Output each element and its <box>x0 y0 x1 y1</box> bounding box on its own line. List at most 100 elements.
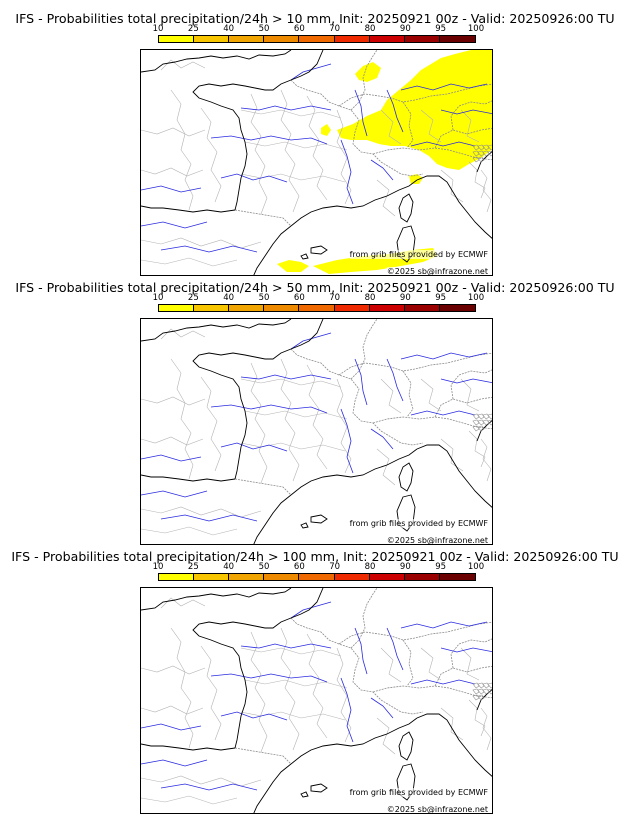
river-4 <box>354 89 368 137</box>
lake-4 <box>472 419 480 426</box>
legend-swatch-10-25 <box>159 36 195 42</box>
region-border-4 <box>306 95 328 201</box>
region-border-1 <box>200 107 222 203</box>
river-4 <box>354 627 368 675</box>
river-2 <box>220 442 288 452</box>
river-8 <box>440 647 492 653</box>
legend-swatch-95-100 <box>439 574 475 580</box>
legend-swatch-95-100 <box>439 305 475 311</box>
river-5 <box>386 358 404 402</box>
legend-tick-40: 40 <box>223 293 235 303</box>
region-border-6 <box>240 109 342 119</box>
lake-7 <box>487 150 492 157</box>
region-border-2 <box>250 631 268 753</box>
region-border-15 <box>460 109 480 143</box>
panel-title: IFS - Probabilities total precipitation/… <box>11 549 619 564</box>
island-0 <box>398 731 414 761</box>
coastline-1 <box>192 588 324 749</box>
river-6 <box>410 141 476 147</box>
region-border-6 <box>240 378 342 388</box>
region-border-0 <box>170 358 194 480</box>
country-border-4 <box>350 588 378 649</box>
legend-swatch-10-25 <box>159 305 195 311</box>
region-border-12 <box>141 257 238 267</box>
legend-swatch-10-25 <box>159 574 195 580</box>
lake-2 <box>482 144 490 151</box>
country-border-0 <box>290 348 424 446</box>
river-7 <box>400 83 488 91</box>
legend-color-bar <box>158 304 476 312</box>
legend-swatch-70-80 <box>334 36 370 42</box>
river-12 <box>290 63 332 81</box>
river-10 <box>141 490 208 498</box>
lake-4 <box>472 688 480 695</box>
coastline-3 <box>290 448 418 496</box>
region-border-10 <box>141 436 204 446</box>
coastline-2 <box>141 205 236 213</box>
river-13 <box>370 159 394 181</box>
river-0 <box>240 105 332 111</box>
country-border-7 <box>450 100 492 131</box>
legend-tick-25: 25 <box>187 24 199 34</box>
legend-tick-labels: 10 25 40 50 60 70 80 90 95 100 <box>153 24 485 34</box>
legend-tick-50: 50 <box>258 24 270 34</box>
region-border-14 <box>420 109 442 143</box>
region-border-10 <box>141 705 204 715</box>
lake-2 <box>482 682 490 689</box>
river-12 <box>290 332 332 350</box>
map-base <box>141 50 492 275</box>
region-border-2 <box>250 93 268 215</box>
precip-area-3 <box>409 174 423 184</box>
credit-grib: from grib files provided by ECMWF <box>349 250 488 259</box>
map-france: from grib files provided by ECMWF ©2025 … <box>140 587 493 814</box>
island-2 <box>310 783 328 793</box>
river-1 <box>210 135 328 145</box>
lake-6 <box>482 150 490 157</box>
country-border-6 <box>434 665 492 687</box>
region-border-5 <box>336 647 352 743</box>
region-border-3 <box>280 89 300 213</box>
probability-legend: 10 25 40 50 60 70 80 90 95 100 <box>153 562 484 584</box>
legend-tick-95: 95 <box>435 24 447 34</box>
lake-6 <box>482 688 490 695</box>
river-12 <box>290 601 332 619</box>
region-border-15 <box>460 647 480 681</box>
forecast-panel-10mm: IFS - Probabilities total precipitation/… <box>0 0 630 276</box>
region-border-13 <box>380 109 402 145</box>
coastline-6 <box>476 151 492 173</box>
map-base <box>141 588 492 813</box>
region-border-7 <box>244 141 348 151</box>
region-border-4 <box>306 633 328 739</box>
legend-swatch-25-40 <box>194 36 230 42</box>
lake-7 <box>487 419 492 426</box>
region-border-13 <box>380 647 402 683</box>
coastline-4 <box>416 175 492 239</box>
coastline-4 <box>416 444 492 508</box>
legend-swatch-95-100 <box>439 36 475 42</box>
coastline-2 <box>141 474 236 482</box>
legend-swatch-40-50 <box>229 36 265 42</box>
coastline-6 <box>476 420 492 442</box>
lake-1 <box>477 413 485 420</box>
legend-tick-40: 40 <box>223 562 235 572</box>
country-border-6 <box>434 127 492 149</box>
legend-swatch-70-80 <box>334 574 370 580</box>
legend-tick-60: 60 <box>293 293 305 303</box>
map-france: from grib files provided by ECMWF ©2025 … <box>140 318 493 545</box>
river-11 <box>160 783 258 791</box>
region-border-3 <box>280 627 300 751</box>
region-border-18 <box>160 597 206 609</box>
lake-9 <box>477 156 485 163</box>
river-2 <box>220 173 288 183</box>
country-border-7 <box>450 369 492 400</box>
lake-7 <box>487 688 492 695</box>
country-border-4 <box>350 319 378 380</box>
legend-tick-60: 60 <box>293 562 305 572</box>
country-border-5 <box>402 370 414 418</box>
legend-swatch-90-95 <box>404 36 440 42</box>
coastline-5 <box>253 225 292 275</box>
river-9 <box>141 723 202 731</box>
legend-tick-100: 100 <box>467 562 485 572</box>
coastline-1 <box>192 50 324 211</box>
lake-3 <box>487 413 492 420</box>
